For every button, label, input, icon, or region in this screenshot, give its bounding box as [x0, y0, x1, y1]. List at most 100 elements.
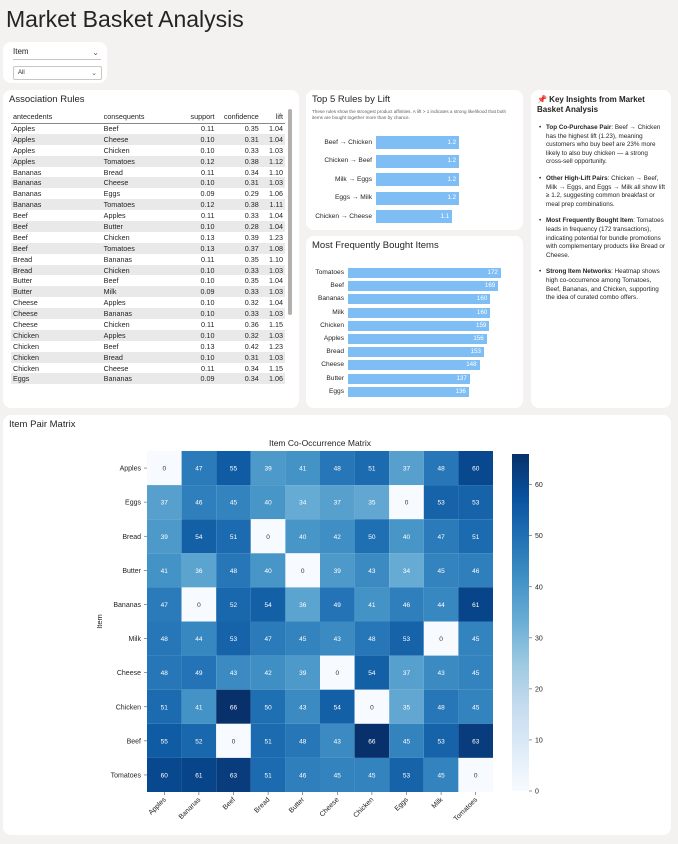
col-support[interactable]: support [182, 110, 217, 124]
heatmap-cell[interactable] [285, 485, 320, 520]
table-row[interactable]: Bananas Cheese 0.10 0.31 1.03 [11, 177, 285, 189]
heatmap-cell[interactable] [354, 553, 390, 588]
bar[interactable] [348, 373, 470, 384]
heatmap-cell[interactable] [389, 485, 424, 520]
table-row[interactable]: Apples Chicken 0.10 0.33 1.03 [11, 145, 285, 156]
heatmap-cell[interactable] [423, 689, 459, 724]
bar[interactable] [348, 281, 499, 292]
heatmap-cell[interactable] [285, 587, 320, 622]
heatmap-cell[interactable] [147, 621, 182, 656]
heatmap-cell[interactable] [423, 553, 459, 588]
heatmap-cell[interactable] [320, 451, 355, 486]
heatmap-cell[interactable] [285, 451, 320, 486]
heatmap-cell[interactable] [389, 519, 424, 554]
col-consequents[interactable]: consequents [101, 110, 183, 124]
heatmap-cell[interactable] [250, 485, 286, 520]
heatmap-cell[interactable] [147, 451, 182, 486]
heatmap-cell[interactable] [458, 451, 493, 486]
heatmap-cell[interactable] [320, 485, 355, 520]
bar[interactable] [348, 307, 491, 318]
table-row[interactable]: Bananas Eggs 0.09 0.29 1.06 [11, 188, 285, 199]
heatmap-cell[interactable] [147, 757, 182, 792]
heatmap-cell[interactable] [458, 689, 493, 724]
heatmap-cell[interactable] [389, 587, 424, 622]
col-confidence[interactable]: confidence [216, 110, 261, 124]
table-row[interactable]: Beef Apples 0.11 0.33 1.04 [11, 210, 285, 221]
bar[interactable] [348, 320, 490, 331]
heatmap-cell[interactable] [216, 553, 251, 588]
heatmap-cell[interactable] [285, 553, 320, 588]
heatmap-cell[interactable] [320, 723, 355, 758]
heatmap-cell[interactable] [285, 621, 320, 656]
heatmap-cell[interactable] [216, 587, 251, 622]
col-antecedents[interactable]: antecedents [11, 110, 102, 124]
heatmap-cell[interactable] [320, 689, 355, 724]
heatmap-cell[interactable] [181, 757, 217, 792]
col-lift[interactable]: lift [260, 110, 285, 124]
bar[interactable] [376, 136, 460, 149]
heatmap-cell[interactable] [147, 519, 182, 554]
table-row[interactable]: Apples Cheese 0.10 0.31 1.04 [11, 133, 285, 145]
heatmap-cell[interactable] [147, 587, 182, 622]
heatmap-cell[interactable] [216, 757, 251, 792]
bar[interactable] [376, 154, 460, 168]
heatmap-cell[interactable] [181, 587, 217, 622]
heatmap-cell[interactable] [320, 587, 355, 622]
table-row[interactable]: Chicken Beef 0.13 0.42 1.23 [11, 341, 285, 352]
bar[interactable] [376, 191, 460, 205]
heatmap-cell[interactable] [181, 519, 217, 554]
heatmap-cell[interactable] [320, 757, 355, 792]
heatmap-cell[interactable] [250, 723, 286, 758]
heatmap-cell[interactable] [320, 655, 355, 690]
heatmap-cell[interactable] [147, 655, 182, 690]
heatmap-cell[interactable] [320, 621, 355, 656]
heatmap-cell[interactable] [216, 655, 251, 690]
heatmap-cell[interactable] [285, 757, 320, 792]
bar[interactable] [348, 268, 501, 278]
heatmap-cell[interactable] [285, 723, 320, 758]
table-row[interactable]: Butter Milk 0.09 0.33 1.03 [11, 286, 285, 298]
table-row[interactable]: Cheese Apples 0.10 0.32 1.04 [11, 297, 285, 308]
heatmap-cell[interactable] [147, 689, 182, 724]
table-row[interactable]: Cheese Bananas 0.10 0.33 1.03 [11, 308, 285, 320]
heatmap-cell[interactable] [216, 485, 251, 520]
slicer-header[interactable]: Item ⌄ [13, 47, 101, 60]
heatmap-cell[interactable] [250, 587, 286, 622]
heatmap-cell[interactable] [354, 757, 390, 792]
heatmap-cell[interactable] [458, 655, 493, 690]
heatmap-cell[interactable] [216, 723, 251, 758]
bar[interactable] [376, 210, 453, 223]
heatmap-cell[interactable] [458, 587, 493, 622]
heatmap-cell[interactable] [423, 519, 459, 554]
heatmap-cell[interactable] [147, 485, 182, 520]
bar[interactable] [348, 360, 480, 371]
heatmap-cell[interactable] [354, 485, 390, 520]
heatmap-cell[interactable] [423, 621, 459, 656]
table-row[interactable]: Chicken Cheese 0.11 0.34 1.15 [11, 363, 285, 374]
heatmap-cell[interactable] [250, 655, 286, 690]
heatmap-cell[interactable] [423, 451, 459, 486]
heatmap-cell[interactable] [354, 655, 390, 690]
table-row[interactable]: Bread Bananas 0.11 0.35 1.10 [11, 254, 285, 265]
heatmap-cell[interactable] [181, 655, 217, 690]
table-row[interactable]: Bread Chicken 0.10 0.33 1.03 [11, 264, 285, 276]
table-row[interactable]: Bananas Bread 0.11 0.34 1.10 [11, 167, 285, 178]
heatmap-cell[interactable] [181, 553, 217, 588]
heatmap-cell[interactable] [423, 655, 459, 690]
heatmap-cell[interactable] [458, 621, 493, 656]
heatmap-cell[interactable] [423, 757, 459, 792]
heatmap-cell[interactable] [285, 519, 320, 554]
heatmap-cell[interactable] [423, 485, 459, 520]
heatmap-cell[interactable] [458, 757, 493, 792]
table-row[interactable]: Apples Tomatoes 0.12 0.38 1.12 [11, 155, 285, 167]
heatmap-cell[interactable] [354, 723, 390, 758]
heatmap-cell[interactable] [147, 553, 182, 588]
heatmap-cell[interactable] [389, 621, 424, 656]
table-scrollbar[interactable] [288, 109, 292, 315]
heatmap-cell[interactable] [458, 723, 493, 758]
table-row[interactable]: Apples Beef 0.11 0.35 1.04 [11, 123, 285, 134]
slicer-dropdown[interactable]: All ⌄ [13, 66, 102, 80]
heatmap-cell[interactable] [354, 451, 390, 486]
heatmap-cell[interactable] [389, 655, 424, 690]
heatmap-cell[interactable] [181, 621, 217, 656]
